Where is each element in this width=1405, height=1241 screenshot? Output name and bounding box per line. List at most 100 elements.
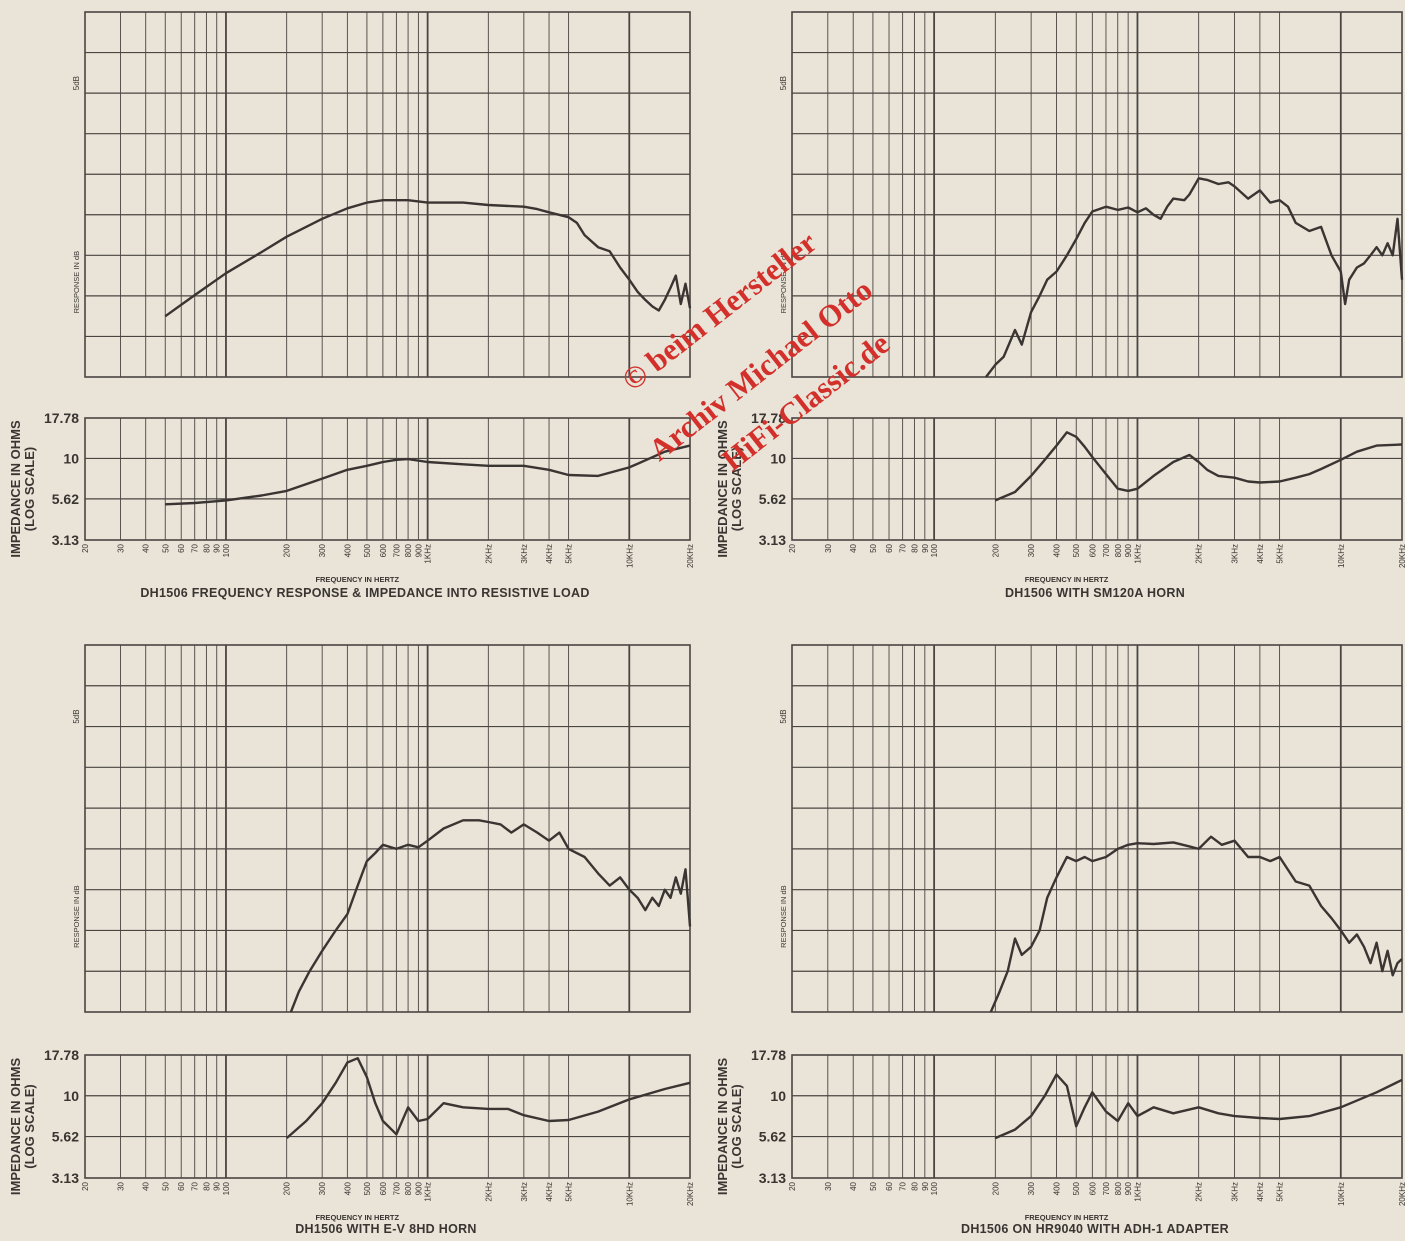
response-curve bbox=[985, 177, 1404, 378]
frequency-tick-label: 300 bbox=[318, 543, 327, 557]
frequency-tick-label: 2KHz bbox=[1195, 1182, 1204, 1202]
impedance-tick-label: 3.13 bbox=[52, 1170, 79, 1186]
frequency-tick-label: 900 bbox=[1124, 543, 1133, 557]
frequency-tick-label: 40 bbox=[142, 1181, 151, 1190]
frequency-tick-label: 4KHz bbox=[1256, 1182, 1265, 1202]
frequency-tick-label: 5KHz bbox=[565, 544, 574, 564]
five-db-label: 5dB bbox=[779, 709, 788, 723]
impedance-tick-label: 17.78 bbox=[44, 410, 79, 426]
response-curve bbox=[989, 835, 1403, 1013]
frequency-tick-label: 80 bbox=[910, 1181, 919, 1190]
frequency-tick-label: 40 bbox=[142, 543, 151, 552]
frequency-tick-label: 50 bbox=[161, 1181, 170, 1190]
frequency-tick-label: 70 bbox=[191, 543, 200, 552]
frequency-tick-label: 4KHz bbox=[545, 544, 554, 564]
frequency-tick-label: 10KHz bbox=[1337, 1182, 1346, 1206]
impedance-tick-label: 17.78 bbox=[751, 410, 786, 426]
response-grid bbox=[84, 11, 691, 378]
frequency-tick-label: 2KHz bbox=[484, 1182, 493, 1202]
frequency-tick-label: 60 bbox=[885, 1181, 894, 1190]
frequency-tick-label: 20KHz bbox=[1398, 544, 1405, 568]
frequency-tick-label: 200 bbox=[991, 543, 1000, 557]
impedance-tick-label: 10 bbox=[770, 450, 786, 466]
frequency-tick-label: 600 bbox=[379, 1181, 388, 1195]
impedance-tick-label: 3.13 bbox=[52, 532, 79, 548]
frequency-tick-label: 600 bbox=[1088, 1181, 1097, 1195]
chart-caption: DH1506 WITH E-V 8HD HORN bbox=[295, 1222, 477, 1236]
frequency-tick-label: 90 bbox=[213, 543, 222, 552]
frequency-axis-label: FREQUENCY IN HERTZ bbox=[315, 1213, 399, 1222]
frequency-tick-label: 900 bbox=[1124, 1181, 1133, 1195]
frequency-tick-label: 800 bbox=[404, 543, 413, 557]
frequency-tick-label: 300 bbox=[318, 1181, 327, 1195]
frequency-tick-label: 10KHz bbox=[625, 544, 634, 568]
frequency-tick-label: 1KHz bbox=[424, 544, 433, 564]
frequency-tick-label: 30 bbox=[117, 1181, 126, 1190]
frequency-tick-label: 300 bbox=[1027, 1181, 1036, 1195]
impedance-axis-sublabel: (LOG SCALE) bbox=[22, 1084, 37, 1169]
frequency-tick-label: 5KHz bbox=[565, 1182, 574, 1202]
impedance-curve bbox=[994, 1073, 1403, 1140]
impedance-tick-label: 17.78 bbox=[751, 1047, 786, 1063]
chart-panel-2: 5dB RESPONSE IN dB 3.13 5.62 10 17.78 20 30 40 50… bbox=[715, 11, 1405, 600]
frequency-axis-label: FREQUENCY IN HERTZ bbox=[1025, 575, 1109, 584]
impedance-curve bbox=[285, 1057, 691, 1140]
five-db-label: 5dB bbox=[72, 709, 81, 723]
frequency-tick-label: 30 bbox=[824, 543, 833, 552]
frequency-tick-label: 40 bbox=[849, 543, 858, 552]
impedance-tick-label: 3.13 bbox=[759, 532, 786, 548]
impedance-grid: 3.13 5.62 10 17.78 bbox=[44, 410, 691, 548]
frequency-tick-label: 2KHz bbox=[1195, 544, 1204, 564]
response-frame bbox=[84, 644, 691, 1013]
chart-panel-1: 5dB RESPONSE IN dB 3.13 5.62 10 17.78 20 30 40 50… bbox=[8, 11, 695, 600]
frequency-tick-label: 1KHz bbox=[424, 1182, 433, 1202]
frequency-tick-label: 800 bbox=[1114, 543, 1123, 557]
impedance-curve bbox=[994, 431, 1403, 502]
impedance-grid: 3.13 5.62 10 17.78 bbox=[44, 1047, 691, 1186]
frequency-tick-label: 70 bbox=[899, 1181, 908, 1190]
chart-caption: DH1506 ON HR9040 WITH ADH-1 ADAPTER bbox=[961, 1222, 1229, 1236]
impedance-axis-sublabel: (LOG SCALE) bbox=[22, 447, 37, 532]
frequency-tick-label: 3KHz bbox=[520, 544, 529, 564]
frequency-tick-label: 700 bbox=[392, 543, 401, 557]
frequency-tick-label: 20 bbox=[81, 1181, 90, 1190]
response-grid bbox=[791, 644, 1403, 1013]
impedance-axis-label: IMPEDANCE IN OHMS bbox=[8, 420, 23, 558]
impedance-axis-sublabel: (LOG SCALE) bbox=[729, 447, 744, 532]
frequency-tick-label: 10KHz bbox=[1337, 544, 1346, 568]
impedance-tick-label: 10 bbox=[770, 1088, 786, 1104]
impedance-frame bbox=[84, 1054, 691, 1179]
frequency-tick-label: 20KHz bbox=[686, 544, 695, 568]
frequency-tick-label: 80 bbox=[202, 543, 211, 552]
frequency-tick-label: 20KHz bbox=[686, 1182, 695, 1206]
frequency-tick-label: 4KHz bbox=[1256, 544, 1265, 564]
frequency-tick-label: 50 bbox=[161, 543, 170, 552]
frequency-tick-label: 200 bbox=[283, 543, 292, 557]
frequency-tick-label: 700 bbox=[1102, 543, 1111, 557]
frequency-tick-label: 70 bbox=[191, 1181, 200, 1190]
response-frame bbox=[84, 11, 691, 378]
impedance-axis-label: IMPEDANCE IN OHMS bbox=[715, 420, 730, 558]
impedance-frame bbox=[791, 417, 1403, 541]
frequency-axis-label: FREQUENCY IN HERTZ bbox=[1025, 1213, 1109, 1222]
frequency-tick-label: 50 bbox=[869, 1181, 878, 1190]
frequency-tick-label: 4KHz bbox=[545, 1182, 554, 1202]
chart-caption: DH1506 FREQUENCY RESPONSE & IMPEDANCE IN… bbox=[140, 586, 589, 600]
frequency-tick-label: 3KHz bbox=[1230, 1182, 1239, 1202]
frequency-tick-label: 100 bbox=[222, 1181, 231, 1195]
impedance-tick-label: 5.62 bbox=[52, 1129, 79, 1145]
response-frame bbox=[791, 644, 1403, 1013]
impedance-curve bbox=[165, 444, 691, 506]
frequency-tick-label: 300 bbox=[1027, 543, 1036, 557]
response-axis-label: RESPONSE IN dB bbox=[72, 251, 81, 314]
frequency-tick-label: 30 bbox=[117, 543, 126, 552]
frequency-tick-label: 60 bbox=[177, 543, 186, 552]
frequency-tick-label: 200 bbox=[283, 1181, 292, 1195]
frequency-tick-label: 100 bbox=[930, 1181, 939, 1195]
frequency-tick-label: 400 bbox=[343, 543, 352, 557]
frequency-tick-label: 900 bbox=[414, 1181, 423, 1195]
five-db-label: 5dB bbox=[779, 76, 788, 90]
frequency-tick-label: 3KHz bbox=[520, 1182, 529, 1202]
response-frame bbox=[791, 11, 1403, 378]
